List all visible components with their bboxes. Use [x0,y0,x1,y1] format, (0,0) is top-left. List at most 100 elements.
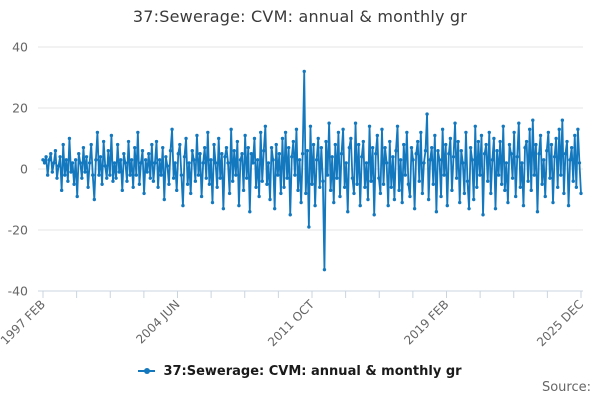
data-point [224,145,229,150]
data-point [358,203,362,208]
data-point [546,130,551,135]
data-point [181,203,185,208]
data-point [367,124,372,128]
data-point [120,188,125,193]
data-point [400,200,404,205]
data-point [66,179,70,183]
data-point [422,161,426,165]
data-point [481,213,485,217]
data-point [339,152,344,156]
data-point [512,130,516,135]
data-point [206,130,210,135]
data-point [398,158,403,162]
data-point [64,158,69,162]
data-point [153,161,157,165]
data-point [182,155,187,159]
y-tick-label: 20 [12,101,28,116]
data-point [204,176,208,180]
data-point [190,149,194,153]
series-line [42,70,582,271]
data-point [576,127,580,132]
data-point [579,191,583,196]
data-point [366,197,370,202]
data-point [272,206,277,211]
data-point [286,145,291,150]
data-point [459,149,463,153]
data-point [44,155,48,159]
data-point [444,142,448,147]
data-point [527,127,532,132]
data-point [73,158,78,162]
data-point [251,161,255,165]
data-point [451,155,456,159]
data-point [517,121,521,125]
data-point [52,161,56,165]
data-point [291,139,296,144]
data-point [195,133,199,138]
data-point [42,161,47,165]
data-point [108,173,112,177]
data-point [478,173,482,177]
data-point [562,191,566,196]
data-point [243,133,247,138]
y-tick-label: 40 [12,40,28,55]
data-point [260,179,264,183]
data-point [241,188,246,193]
data-point [322,267,327,272]
data-point [492,136,496,141]
data-point [302,69,306,74]
data-point [70,161,75,165]
data-point [257,194,261,199]
data-point [95,130,100,135]
data-point [139,161,143,165]
data-point [106,149,111,153]
y-tick-label: -20 [8,223,28,238]
data-point [490,158,495,162]
data-point [361,139,366,144]
data-point [307,225,311,229]
data-point [501,124,505,128]
data-point [232,149,236,153]
data-point [389,185,393,189]
data-point [305,149,310,153]
data-point [199,194,204,199]
data-point [560,118,565,122]
x-tick-label: 1997 FEB [0,297,48,347]
data-point [220,152,224,156]
data-point [475,185,479,189]
data-point [140,149,145,153]
data-point [513,194,518,199]
data-point [437,158,442,162]
y-tick-label: 0 [20,162,28,177]
data-point [531,118,535,122]
data-point [244,176,249,180]
data-point [565,139,569,144]
data-point [237,203,241,208]
data-point [559,173,563,177]
data-point [369,179,373,183]
data-point [370,145,375,150]
data-point [262,149,266,153]
data-point [266,161,271,165]
data-point [374,152,378,156]
data-point [154,139,159,144]
data-point [465,179,470,183]
data-point [510,176,515,180]
data-point [81,145,86,150]
data-point [425,112,429,116]
legend-item[interactable]: 37:Sewerage: CVM: annual & monthly gr [0,362,600,380]
data-point [288,213,292,217]
data-point [420,191,425,196]
data-point [436,149,440,153]
data-point [173,161,177,165]
data-point [209,158,213,162]
data-point [131,185,135,189]
data-point [221,206,226,211]
x-tick-label: 2025 DEC [534,297,586,349]
data-point [156,185,160,189]
data-point [290,155,294,159]
data-point [364,161,369,165]
data-point [538,133,543,138]
data-point [111,179,115,183]
data-point [321,179,325,183]
